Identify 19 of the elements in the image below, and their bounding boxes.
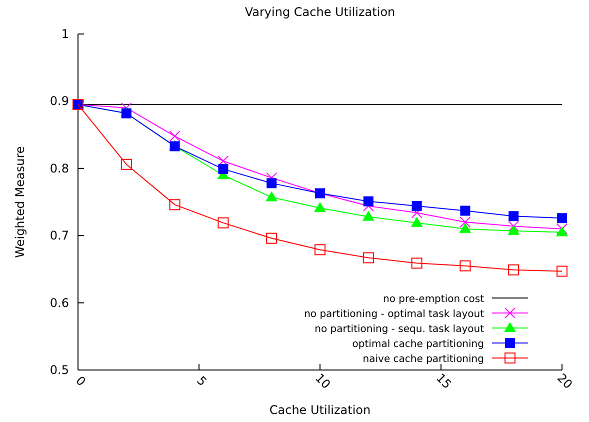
legend-label: no pre-emption cost: [383, 294, 484, 305]
y-tick-label: 0.7: [50, 228, 69, 243]
x-axis-title: Cache Utilization: [269, 403, 371, 417]
y-axis-title: Weighted Measure: [13, 146, 27, 258]
chart-title: Varying Cache Utilization: [244, 5, 396, 19]
x-tick-label: 15: [433, 370, 454, 392]
legend-label: no partitioning - sequ. task layout: [314, 324, 484, 335]
y-tick-label: 0.9: [50, 94, 69, 108]
y-tick-label: 0.5: [50, 363, 69, 377]
legend-label: optimal cache partitioning: [352, 339, 484, 350]
legend-label: naive cache partitioning: [362, 354, 484, 365]
x-tick-label: 20: [554, 370, 576, 392]
y-tick-label: 0.8: [50, 161, 69, 176]
x-tick-label: 0: [73, 374, 88, 389]
x-tick-label: 10: [312, 370, 334, 392]
y-tick-label: 1: [61, 27, 69, 41]
legend-label: no partitioning - optimal task layout: [304, 309, 484, 320]
x-tick-label: 5: [194, 374, 210, 389]
y-tick-label: 0.6: [50, 296, 69, 310]
